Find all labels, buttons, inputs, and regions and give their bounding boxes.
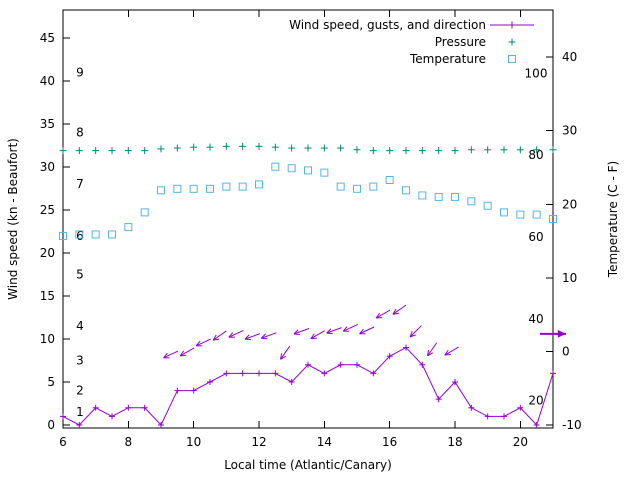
axis-titles: Local time (Atlantic/Canary) Wind speed (… <box>6 138 620 472</box>
x-axis-title: Local time (Atlantic/Canary) <box>224 458 392 472</box>
svg-text:18: 18 <box>447 435 462 449</box>
wind-speed-series <box>60 344 556 428</box>
svg-text:40: 40 <box>562 50 577 64</box>
svg-text:6: 6 <box>59 435 67 449</box>
svg-text:2: 2 <box>76 384 84 398</box>
svg-text:10: 10 <box>562 271 577 285</box>
svg-text:10: 10 <box>186 435 201 449</box>
svg-text:4: 4 <box>76 319 84 333</box>
fahrenheit-scale-labels: 20 40 60 80 100 <box>525 66 548 407</box>
svg-text:35: 35 <box>40 117 55 131</box>
svg-text:25: 25 <box>40 203 55 217</box>
svg-text:20: 20 <box>562 197 577 211</box>
svg-text:8: 8 <box>76 126 84 140</box>
axis-tick-labels: 6 8 10 12 14 16 18 20051015202530354045-1001020… <box>40 31 582 449</box>
beaufort-scale-labels: 1 2 3 4 5 6 7 8 9 <box>76 65 84 419</box>
svg-text:0: 0 <box>562 344 570 358</box>
svg-text:Pressure: Pressure <box>435 35 486 49</box>
svg-text:30: 30 <box>562 124 577 138</box>
svg-text:20: 20 <box>513 435 528 449</box>
svg-text:5: 5 <box>47 375 55 389</box>
svg-text:12: 12 <box>251 435 266 449</box>
legend: Wind speed, gusts, and direction Pressure… <box>289 18 534 66</box>
svg-text:80: 80 <box>528 148 543 162</box>
svg-text:60: 60 <box>528 230 543 244</box>
svg-text:0: 0 <box>47 418 55 432</box>
svg-text:20: 20 <box>528 394 543 408</box>
svg-text:-10: -10 <box>562 418 582 432</box>
svg-text:45: 45 <box>40 31 55 45</box>
svg-text:9: 9 <box>76 65 84 79</box>
svg-text:Temperature: Temperature <box>409 52 486 66</box>
svg-text:30: 30 <box>40 160 55 174</box>
svg-text:8: 8 <box>125 435 133 449</box>
svg-text:16: 16 <box>382 435 397 449</box>
svg-text:6: 6 <box>76 229 84 243</box>
svg-text:15: 15 <box>40 289 55 303</box>
svg-text:5: 5 <box>76 267 84 281</box>
svg-text:10: 10 <box>40 332 55 346</box>
svg-text:20: 20 <box>40 246 55 260</box>
y-right-axis-title: Temperature (C - F) <box>606 161 620 278</box>
svg-text:40: 40 <box>40 74 55 88</box>
svg-text:1: 1 <box>76 405 84 419</box>
svg-text:100: 100 <box>525 66 548 80</box>
svg-text:Wind speed, gusts, and directi: Wind speed, gusts, and direction <box>289 18 486 32</box>
svg-text:7: 7 <box>76 177 84 191</box>
svg-text:40: 40 <box>528 312 543 326</box>
y-left-axis-title: Wind speed (kn - Beaufort) <box>6 138 20 300</box>
pressure-series <box>59 142 557 155</box>
svg-text:3: 3 <box>76 353 84 367</box>
svg-text:14: 14 <box>317 435 332 449</box>
wind-direction-arrows <box>163 304 566 360</box>
axes <box>62 9 554 429</box>
temperature-series <box>59 162 557 240</box>
